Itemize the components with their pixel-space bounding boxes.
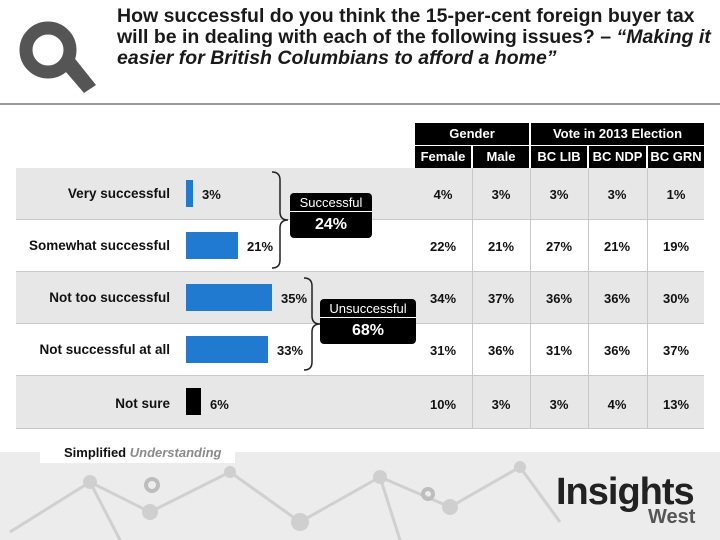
network-background-icon [9, 461, 562, 540]
successful-brace-icon [271, 171, 289, 269]
cell-female: 31% [429, 343, 457, 358]
bar-very-successful [186, 180, 193, 207]
successful-callout: Successful 24% [290, 193, 372, 238]
col-header-bc-ndp: BC NDP [589, 146, 646, 168]
cell-bc-grn: 13% [662, 397, 690, 412]
cell-bc-ndp: 36% [603, 291, 631, 306]
row-divider [16, 271, 704, 272]
issue-text: “Making it easier for British Columbians… [117, 26, 711, 69]
cell-female: 10% [429, 397, 457, 412]
row-label-not-successful-at-all: Not successful at all [39, 342, 170, 357]
column-divider [588, 168, 589, 428]
cell-bc-grn: 19% [662, 239, 690, 254]
cell-male: 21% [487, 239, 515, 254]
brand-name: Insights [556, 471, 695, 513]
question-title: How successful do you think the 15-per-c… [117, 6, 712, 69]
bar-value-label: 21% [247, 239, 274, 254]
bar-not-sure [186, 388, 201, 415]
cell-male: 3% [491, 397, 511, 412]
cell-bc-lib: 3% [549, 397, 569, 412]
bar-not-successful-at-all [186, 336, 268, 363]
column-divider [530, 168, 531, 428]
cell-male: 3% [491, 187, 511, 202]
row-divider [16, 375, 704, 376]
header: How successful do you think the 15-per-c… [0, 0, 720, 103]
bar-not-too-successful [186, 284, 272, 311]
row-divider [16, 428, 704, 429]
cell-female: 34% [429, 291, 457, 306]
row-label-not-too-successful: Not too successful [49, 290, 170, 305]
brand-sub: West [648, 506, 696, 528]
footer-band [0, 452, 720, 540]
magnifier-logo-icon [19, 21, 96, 93]
cell-bc-grn: 30% [662, 291, 690, 306]
unsuccessful-callout: Unsuccessful 68% [320, 299, 416, 344]
successful-callout-value: 24% [314, 216, 348, 233]
unsuccessful-callout-value: 68% [351, 322, 385, 339]
cell-bc-ndp: 36% [603, 343, 631, 358]
header-divider [0, 103, 720, 105]
tagline: Simplified Understanding [40, 443, 236, 463]
tagline-understanding: Understanding [129, 445, 222, 460]
tagline-simplified: Simplified [64, 445, 127, 460]
col-header-male: Male [473, 146, 529, 168]
cell-bc-lib: 31% [545, 343, 573, 358]
unsuccessful-callout-title: Unsuccessful [320, 299, 416, 318]
bar-value-label: 35% [281, 291, 308, 306]
question-text: How successful do you think the 15-per-c… [117, 5, 695, 48]
cell-bc-ndp: 21% [603, 239, 631, 254]
row-band-shaded [16, 376, 704, 428]
bar-value-label: 3% [202, 187, 221, 202]
bar-value-label: 6% [210, 397, 229, 412]
cell-bc-ndp: 3% [607, 187, 627, 202]
column-divider [647, 168, 648, 428]
cell-bc-lib: 36% [545, 291, 573, 306]
row-label-not-sure: Not sure [115, 396, 170, 411]
cell-bc-ndp: 4% [607, 397, 627, 412]
col-header-female: Female [415, 146, 471, 168]
cell-bc-lib: 27% [545, 239, 573, 254]
col-header-bc-lib: BC LIB [531, 146, 587, 168]
col-header-bc-grn: BC GRN [648, 146, 704, 168]
bar-value-label: 33% [277, 343, 304, 358]
cell-female: 22% [429, 239, 457, 254]
cell-bc-grn: 1% [666, 187, 686, 202]
row-label-very-successful: Very successful [67, 186, 170, 201]
column-divider [472, 168, 473, 428]
row-label-somewhat-successful: Somewhat successful [28, 238, 170, 253]
cell-male: 36% [487, 343, 515, 358]
header-vote: Vote in 2013 Election [531, 123, 704, 145]
cell-male: 37% [487, 291, 515, 306]
header-gender: Gender [415, 123, 529, 145]
cell-bc-lib: 3% [549, 187, 569, 202]
bar-somewhat-successful [186, 232, 238, 259]
cell-female: 4% [433, 187, 453, 202]
cell-bc-grn: 37% [662, 343, 690, 358]
successful-callout-title: Successful [290, 193, 372, 212]
